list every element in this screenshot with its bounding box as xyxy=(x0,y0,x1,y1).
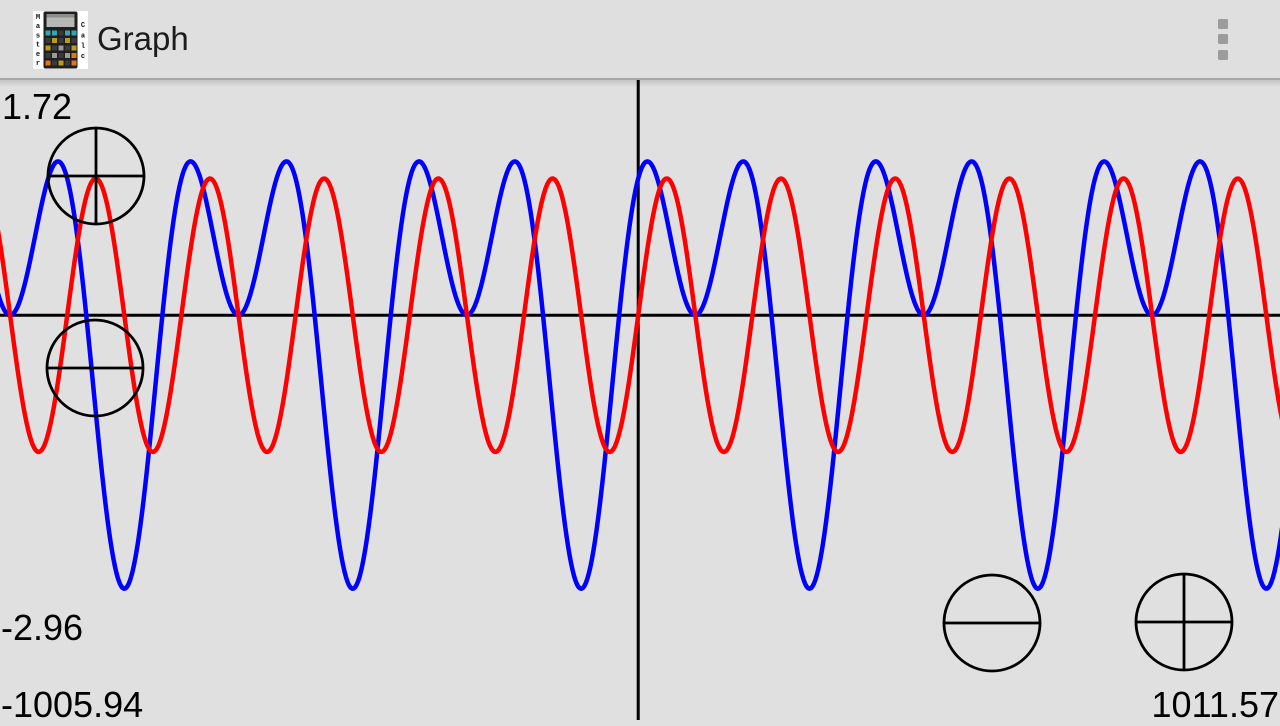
minus-circle-icon xyxy=(45,318,145,418)
window-xmax-label: 1011.57 xyxy=(1151,684,1279,725)
series-red-function-curve xyxy=(0,176,1280,455)
overflow-menu-dot xyxy=(1218,34,1228,44)
minus-circle-icon xyxy=(942,573,1042,673)
page-title: Graph xyxy=(97,20,189,57)
window-xmin-label: -1005.94 xyxy=(1,684,144,725)
zoom-out-button[interactable] xyxy=(941,572,1043,674)
plus-circle-icon xyxy=(1134,572,1234,672)
zoom-in-button[interactable] xyxy=(45,125,147,227)
plus-circle-icon xyxy=(46,126,146,226)
window-ymax-label: 1.72 xyxy=(2,86,73,127)
zoom-in-button[interactable] xyxy=(1133,571,1235,673)
overflow-menu-dot xyxy=(1218,18,1228,29)
plot-canvas[interactable] xyxy=(0,80,1280,720)
series-blue-function-curve xyxy=(0,159,1280,591)
app-icon-text-calc: Calc xyxy=(79,22,87,64)
app-icon-text-master: Master xyxy=(34,14,42,70)
calculator-buttons xyxy=(45,30,77,66)
app-bar: Master Calc Graph xyxy=(0,0,1280,80)
graph-area[interactable]: 1.72 -2.96 -1005.94 1011.57 xyxy=(0,80,1280,725)
app-icon[interactable]: Master Calc xyxy=(33,11,88,69)
overflow-menu-dot xyxy=(1218,49,1228,60)
window-ymin-label: -2.96 xyxy=(1,607,84,648)
zoom-out-button[interactable] xyxy=(44,317,146,419)
overflow-menu-button[interactable] xyxy=(1199,15,1247,63)
calculator-icon xyxy=(43,11,78,69)
